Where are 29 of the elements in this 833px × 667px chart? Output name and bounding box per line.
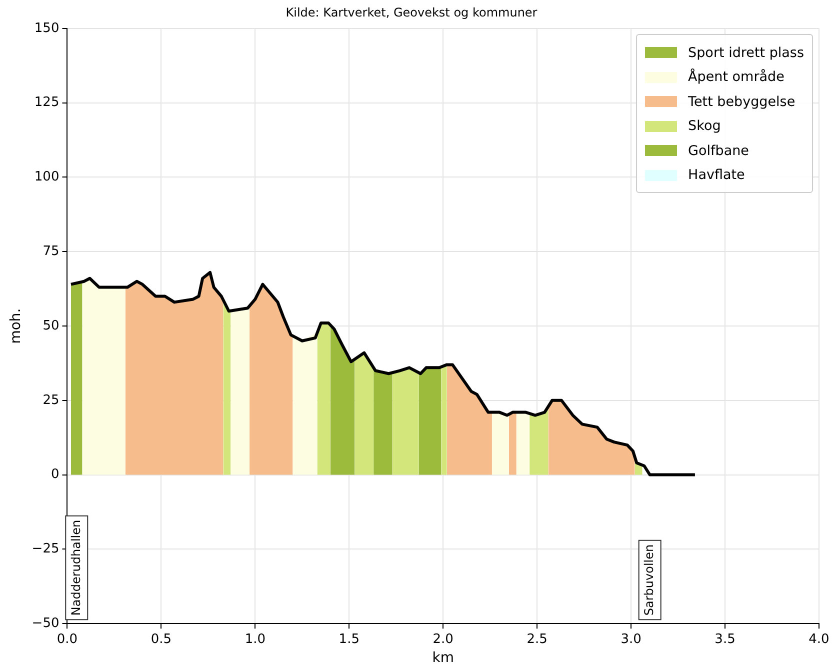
y-tick-label: 0 bbox=[50, 467, 60, 482]
legend-label: Åpent område bbox=[688, 69, 784, 86]
x-tick-label: 1.0 bbox=[244, 632, 266, 647]
legend-label: Golfbane bbox=[688, 142, 749, 159]
legend-label: Havflate bbox=[688, 167, 745, 184]
x-tick-label: 4.0 bbox=[808, 632, 830, 647]
y-tick-label: −50 bbox=[32, 616, 60, 631]
x-tick-label: 1.5 bbox=[338, 632, 360, 647]
y-tick-label: 25 bbox=[42, 392, 60, 408]
y-tick-label: 150 bbox=[34, 20, 60, 36]
annotation: Sarbuvollen bbox=[642, 544, 656, 616]
legend-label: Skog bbox=[688, 118, 721, 134]
annotation: Nadderudhallen bbox=[68, 520, 83, 616]
x-axis-title: km bbox=[432, 650, 454, 666]
x-tick-label: 3.5 bbox=[714, 632, 736, 647]
x-tick-label: 0.5 bbox=[150, 632, 172, 647]
x-tick-label: 2.0 bbox=[432, 632, 454, 647]
y-tick-label: 75 bbox=[42, 244, 60, 259]
x-tick-label: 3.0 bbox=[620, 632, 642, 647]
legend-label: Tett bebyggelse bbox=[688, 94, 796, 110]
y-tick-label: −25 bbox=[32, 542, 60, 557]
chart-title: Kilde: Kartverket, Geovekst og kommuner bbox=[286, 5, 538, 20]
x-tick-label: 2.5 bbox=[526, 632, 548, 647]
x-tick-label: 0.0 bbox=[56, 632, 78, 647]
y-tick-label: 50 bbox=[42, 318, 60, 334]
y-tick-label: 100 bbox=[34, 170, 60, 185]
y-axis-title: moh. bbox=[8, 308, 24, 344]
y-tick-label: 125 bbox=[34, 95, 60, 110]
legend-label: Sport idrett plass bbox=[688, 44, 804, 61]
